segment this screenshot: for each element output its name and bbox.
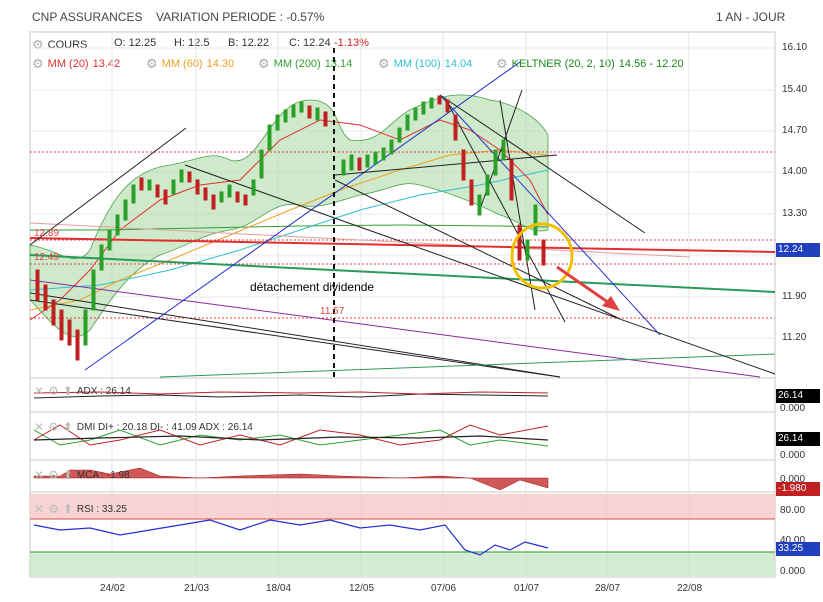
- instrument-title: CNP ASSURANCES: [32, 10, 143, 24]
- x-tick: 24/02: [100, 583, 126, 594]
- x-tick: 01/07: [514, 583, 540, 594]
- keltner-label: KELTNER (20, 2, 10): [511, 58, 615, 70]
- mca-zero-tick: 0.000: [780, 474, 806, 485]
- legend-keltner: ⚙ KELTNER (20, 2, 10) 14.56 - 12.20: [496, 56, 684, 72]
- variation-period: VARIATION PERIODE : -0.57%: [156, 10, 325, 24]
- price-tick: 14.00: [782, 166, 808, 177]
- price-tick: 11.20: [782, 332, 807, 343]
- legend-mm200: ⚙ MM (200) 13.14: [258, 56, 352, 72]
- arrow-up-icon[interactable]: ⬆: [62, 384, 73, 398]
- rsi-low-tick: 0.000: [780, 566, 806, 577]
- arrow-up-icon[interactable]: ⬆: [62, 502, 73, 516]
- legend-close: C: 12.24: [289, 37, 331, 49]
- adx-label-row: ✕ ⚙ ⬆ ADX : 26.14: [34, 384, 131, 398]
- x-tick: 18/04: [266, 583, 292, 594]
- rsi-label: RSI : 33.25: [76, 503, 127, 515]
- x-tick: 12/05: [349, 583, 375, 594]
- mm20-value: 13.42: [92, 58, 121, 70]
- gear-icon[interactable]: ⚙: [48, 420, 59, 434]
- legend-mm60: ⚙ MM (60) 14.30: [146, 56, 234, 72]
- level-label-1: 12.89: [34, 228, 60, 239]
- mca-label-row: ✕ ⚙ ⬆ MCA : -1.98: [34, 468, 130, 482]
- price-tick: 13.30: [782, 208, 808, 219]
- dividend-annotation: détachement dividende: [250, 280, 375, 294]
- rsi-value-badge: 33.25: [776, 542, 820, 556]
- level-label-3: 11.57: [320, 306, 345, 317]
- x-tick: 07/06: [431, 583, 457, 594]
- price-tick: 11.90: [782, 291, 807, 302]
- mm60-value: 14.30: [206, 58, 235, 70]
- legend-change: -1.13%: [334, 37, 369, 49]
- mm20-label: MM (20): [47, 58, 89, 70]
- mca-label: MCA : -1.98: [76, 469, 130, 481]
- keltner-value: 14.56 - 12.20: [618, 58, 684, 70]
- dmi-label: DMI DI+ : 20.18 DI- : 41.09 ADX : 26.14: [76, 421, 253, 433]
- mm200-label: MM (200): [273, 58, 321, 70]
- rsi-label-row: ✕ ⚙ ⬆ RSI : 33.25: [34, 502, 127, 516]
- gear-icon[interactable]: ⚙: [48, 468, 59, 482]
- rsi-mid-tick: 40.00: [780, 535, 806, 546]
- legend-low: B: 12.22: [228, 37, 269, 49]
- close-icon[interactable]: ✕: [34, 502, 45, 516]
- legend-open: O: 12.25: [114, 37, 157, 49]
- mm100-value: 14.04: [444, 58, 473, 70]
- price-tick: 16.10: [782, 42, 808, 53]
- mm60-label: MM (60): [161, 58, 203, 70]
- gear-icon[interactable]: ⚙: [378, 56, 390, 71]
- gear-icon[interactable]: ⚙: [48, 384, 59, 398]
- price-tick: 14.70: [782, 125, 808, 136]
- close-icon[interactable]: ✕: [34, 468, 45, 482]
- adx-value-badge: 26.14: [776, 389, 820, 403]
- mm200-value: 13.14: [324, 58, 353, 70]
- mm100-label: MM (100): [393, 58, 441, 70]
- gear-icon[interactable]: ⚙: [496, 56, 508, 71]
- price-tick: 15.40: [782, 84, 808, 95]
- gear-icon[interactable]: ⚙: [32, 37, 44, 52]
- gear-icon[interactable]: ⚙: [32, 56, 44, 71]
- dmi-zero-tick: 0.000: [780, 450, 806, 461]
- legend-high: H: 12.5: [174, 37, 210, 49]
- adx-zero-tick: 0.000: [780, 403, 806, 414]
- adx-label: ADX : 26.14: [76, 385, 131, 397]
- x-tick: 28/07: [595, 583, 621, 594]
- dmi-value-badge: 26.14: [776, 432, 820, 446]
- current-price-badge: 12.24: [776, 243, 820, 257]
- mca-value-badge: -1.980: [776, 482, 820, 496]
- x-tick: 22/08: [677, 583, 703, 594]
- x-tick: 21/03: [184, 583, 210, 594]
- arrow-up-icon[interactable]: ⬆: [62, 420, 73, 434]
- dmi-label-row: ✕ ⚙ ⬆ DMI DI+ : 20.18 DI- : 41.09 ADX : …: [34, 420, 253, 434]
- close-icon[interactable]: ✕: [34, 420, 45, 434]
- period-label[interactable]: 1 AN - JOUR: [716, 10, 786, 24]
- close-icon[interactable]: ✕: [34, 384, 45, 398]
- legend-mm100: ⚙ MM (100) 14.04: [378, 56, 472, 72]
- level-label-2: 12.49: [34, 252, 60, 263]
- rsi-high-tick: 80.00: [780, 505, 806, 516]
- arrow-up-icon[interactable]: ⬆: [62, 468, 73, 482]
- gear-icon[interactable]: ⚙: [146, 56, 158, 71]
- legend-mm20: ⚙ MM (20) 13.42: [32, 56, 120, 72]
- gear-icon[interactable]: ⚙: [48, 502, 59, 516]
- gear-icon[interactable]: ⚙: [258, 56, 270, 71]
